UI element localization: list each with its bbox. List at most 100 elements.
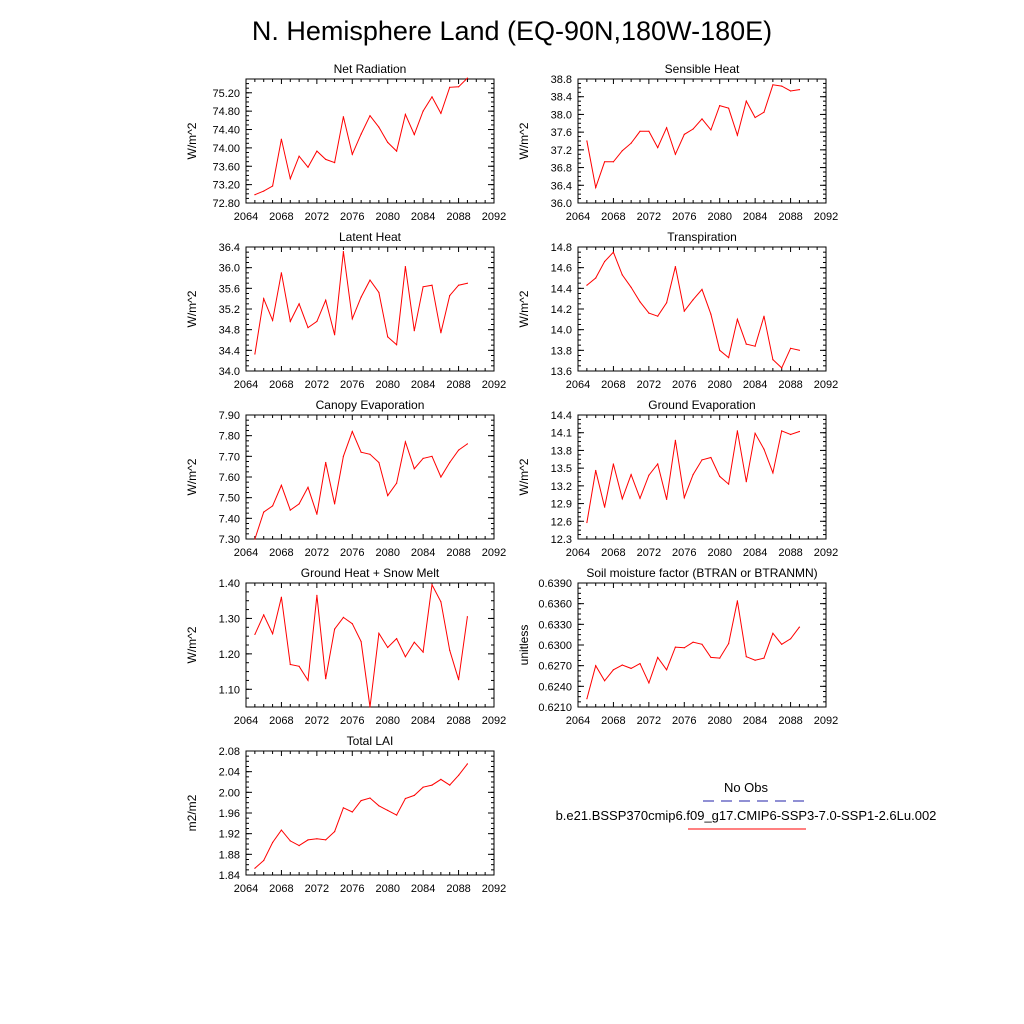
data-point [342, 251, 344, 253]
data-point [449, 461, 451, 464]
data-point [334, 162, 336, 164]
data-point [586, 698, 588, 700]
x-tick-label: 2064 [234, 211, 258, 223]
y-tick-label: 1.40 [219, 578, 240, 590]
y-tick-label: 38.4 [551, 92, 572, 104]
series-line [254, 251, 468, 355]
y-tick-label: 35.2 [219, 304, 240, 316]
data-point [272, 633, 274, 635]
data-point [710, 313, 712, 315]
y-tick-label: 7.90 [219, 410, 240, 422]
data-point [413, 330, 415, 332]
data-point [701, 288, 703, 290]
x-tick-label: 2084 [411, 547, 435, 559]
data-point [440, 778, 442, 781]
data-point [387, 646, 389, 649]
data-point [422, 286, 424, 288]
data-point [621, 664, 623, 666]
x-tick-label: 2064 [566, 547, 590, 559]
chart-panel-8: Total LAI 2064 2068 2072 2076 2080 2084 2088 209… [185, 734, 506, 895]
data-point [728, 107, 730, 109]
y-tick-label: 14.4 [551, 283, 572, 295]
y-tick-label: 14.2 [551, 304, 572, 316]
data-point [378, 632, 380, 634]
data-point [595, 186, 597, 189]
data-point [360, 640, 362, 643]
y-tick-label: 36.4 [219, 242, 240, 254]
data-point [736, 318, 739, 320]
data-point [263, 298, 265, 300]
data-point [289, 178, 291, 180]
data-point [289, 320, 291, 322]
y-tick-label: 12.3 [551, 534, 572, 546]
x-tick-label: 2064 [234, 715, 258, 727]
data-point [360, 451, 362, 453]
series-line [586, 600, 800, 699]
data-point [586, 140, 588, 142]
data-point [387, 809, 389, 812]
data-point [781, 430, 783, 432]
data-point [790, 347, 792, 349]
x-tick-label: 2072 [637, 715, 661, 727]
panel-title: Latent Heat [339, 230, 402, 244]
panel-title: Sensible Heat [665, 62, 740, 76]
y-axis-label: W/m^2 [185, 122, 199, 159]
data-point [674, 266, 677, 268]
data-point [325, 158, 327, 160]
data-point [466, 763, 468, 765]
plot-frame [245, 750, 495, 876]
data-point [657, 463, 659, 465]
panels: Net Radiation 2064 2068 2072 2076 2080 2084 208… [185, 62, 838, 895]
x-tick-label: 2080 [707, 211, 731, 223]
data-point [404, 113, 406, 115]
data-point [604, 161, 606, 163]
y-tick-label: 38.0 [551, 109, 572, 121]
data-point [342, 616, 344, 619]
y-tick-label: 0.6360 [538, 599, 572, 611]
data-point [351, 153, 353, 155]
panel-title: Soil moisture factor (BTRAN or BTRANMN) [586, 566, 817, 580]
y-tick-label: 36.4 [551, 180, 572, 192]
data-point [604, 260, 606, 263]
data-point [798, 349, 801, 351]
y-axis-label: unitless [517, 625, 531, 666]
series-line [586, 430, 800, 523]
x-tick-label: 2072 [305, 379, 329, 391]
x-tick-label: 2076 [340, 211, 364, 223]
y-tick-label: 0.6210 [538, 702, 572, 714]
data-point [595, 277, 597, 279]
y-tick-label: 0.6390 [538, 578, 572, 590]
data-point [639, 301, 641, 303]
data-point [728, 483, 730, 485]
chart-panel-4: Canopy Evaporation 2064 2068 2072 2076 2080 20… [185, 398, 506, 559]
x-tick-label: 2092 [482, 547, 506, 559]
y-axis-label: W/m^2 [517, 458, 531, 495]
data-point [298, 665, 300, 667]
data-point [710, 129, 712, 131]
data-point [369, 706, 371, 708]
data-point [728, 357, 730, 359]
x-tick-label: 2064 [234, 883, 258, 895]
data-point [586, 521, 588, 524]
x-tick-label: 2064 [234, 547, 258, 559]
y-tick-label: 0.6330 [538, 619, 572, 631]
data-point [316, 838, 318, 840]
x-tick-label: 2088 [446, 547, 470, 559]
x-tick-label: 2084 [411, 379, 435, 391]
data-point [466, 282, 468, 284]
y-axis-label: W/m^2 [185, 458, 199, 495]
data-point [307, 166, 309, 168]
data-point [763, 448, 765, 450]
data-point [692, 128, 694, 130]
x-tick-label: 2076 [672, 379, 696, 391]
data-point [648, 130, 650, 132]
y-tick-label: 7.60 [219, 472, 240, 484]
data-point [316, 320, 318, 322]
data-point [342, 116, 344, 118]
chart-panel-2: Latent Heat 2064 2068 2072 2076 2080 2084 2088 2… [185, 230, 506, 391]
data-point [630, 474, 632, 476]
data-point [754, 345, 756, 347]
data-point [710, 456, 712, 459]
data-point [280, 596, 282, 598]
x-tick-label: 2088 [778, 547, 802, 559]
